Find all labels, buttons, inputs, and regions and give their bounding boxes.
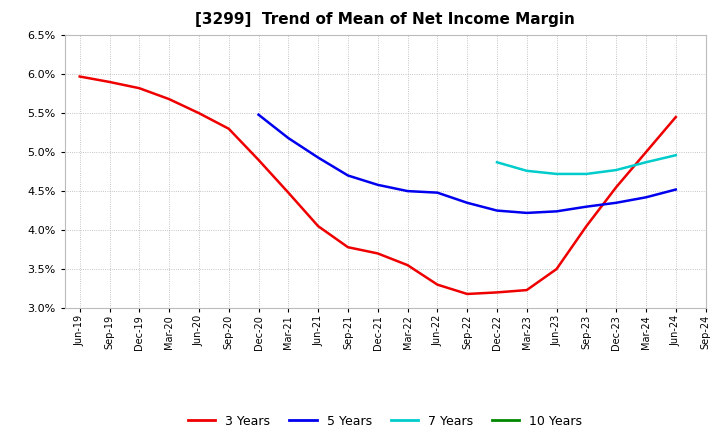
Title: [3299]  Trend of Mean of Net Income Margin: [3299] Trend of Mean of Net Income Margi…: [195, 12, 575, 27]
Legend: 3 Years, 5 Years, 7 Years, 10 Years: 3 Years, 5 Years, 7 Years, 10 Years: [183, 410, 588, 433]
